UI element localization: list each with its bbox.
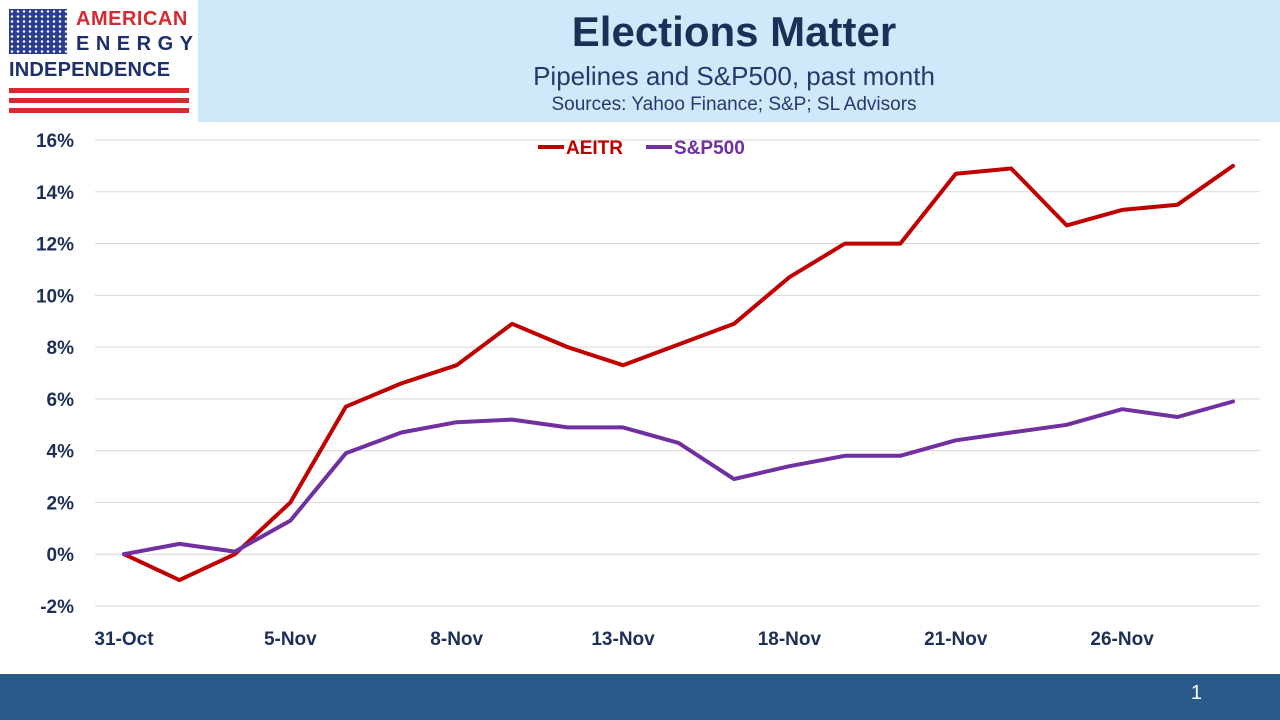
x-tick-label: 21-Nov xyxy=(924,629,988,650)
header-banner: Elections Matter Pipelines and S&P500, p… xyxy=(198,0,1280,122)
line-chart: -2% 0% 2% 4% 6% 8% 10% 12% 14% 16% 31-Oct 5-Nov 8-No… xyxy=(36,131,1260,650)
legend-label: AEITR xyxy=(566,138,623,159)
y-tick-label: -2% xyxy=(40,597,74,618)
page-title: Elections Matter xyxy=(571,8,897,55)
logo-stripe xyxy=(9,108,189,113)
y-tick-label: 0% xyxy=(47,545,75,566)
legend-label: S&P500 xyxy=(674,138,745,159)
logo-text-line1: AMERICAN xyxy=(76,8,188,30)
page-number: 1 xyxy=(1190,682,1202,704)
flag-icon xyxy=(9,9,67,54)
x-tick-label: 13-Nov xyxy=(591,629,655,650)
x-tick-label: 8-Nov xyxy=(430,629,483,650)
page-subtitle: Pipelines and S&P500, past month xyxy=(533,61,935,91)
logo-stripe xyxy=(9,88,189,93)
y-tick-label: 6% xyxy=(47,390,75,411)
x-tick-label: 18-Nov xyxy=(758,629,822,650)
y-tick-label: 12% xyxy=(36,235,74,256)
x-tick-label: 31-Oct xyxy=(94,629,154,650)
logo-stripe xyxy=(9,98,189,103)
source-note: Sources: Yahoo Finance; S&P; SL Advisors xyxy=(551,94,917,115)
series-line-sp500 xyxy=(122,399,1235,557)
logo-text-line2: ENERGY xyxy=(76,33,200,55)
y-tick-label: 16% xyxy=(36,131,74,152)
series-line-aeitr xyxy=(122,163,1235,583)
y-tick-label: 4% xyxy=(47,442,75,463)
x-tick-label: 5-Nov xyxy=(264,629,317,650)
y-tick-label: 8% xyxy=(47,338,75,359)
footer-bar: 1 xyxy=(0,674,1280,720)
y-tick-label: 2% xyxy=(47,493,75,514)
x-tick-label: 26-Nov xyxy=(1090,629,1154,650)
logo: AMERICAN ENERGY INDEPENDENCE xyxy=(0,0,198,122)
y-tick-label: 14% xyxy=(36,183,74,204)
logo-text-line3: INDEPENDENCE xyxy=(9,59,171,81)
y-tick-label: 10% xyxy=(36,286,74,307)
